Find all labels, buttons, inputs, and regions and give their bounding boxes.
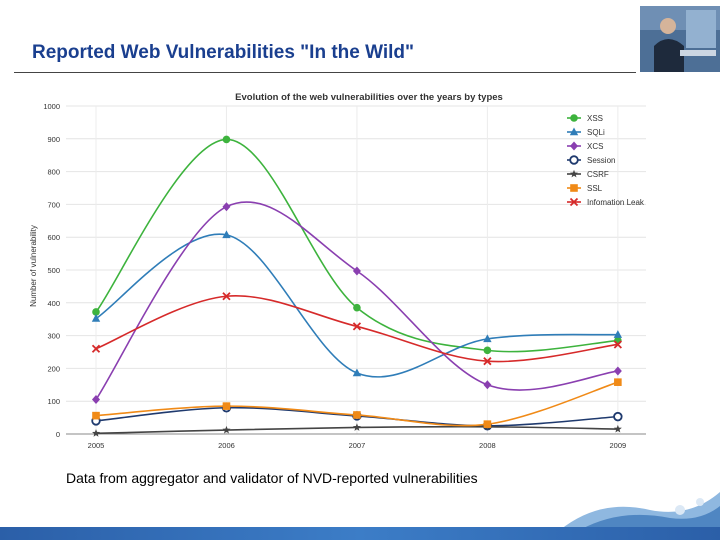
y-tick-label: 700 (47, 200, 60, 209)
legend-item: SQLi (567, 127, 605, 137)
data-point (570, 184, 578, 192)
legend-item: SSL (567, 184, 603, 193)
legend-label: SQLi (587, 128, 605, 137)
chart-title: Evolution of the web vulnerabilities ove… (235, 92, 503, 103)
data-point (614, 378, 622, 386)
data-point (483, 334, 492, 343)
data-point (222, 402, 231, 410)
data-point (613, 366, 622, 376)
legend-label: XSS (587, 114, 603, 123)
legend-label: SSL (587, 184, 603, 193)
data-point (91, 314, 101, 322)
series-ssl (92, 378, 622, 428)
series-group (91, 135, 623, 437)
data-point (222, 292, 231, 301)
y-tick-label: 1000 (43, 102, 60, 111)
data-point (92, 429, 100, 437)
data-point (570, 141, 578, 151)
data-point (222, 202, 231, 212)
data-point (569, 155, 579, 165)
data-point (570, 169, 578, 178)
data-point (352, 423, 361, 431)
data-point (352, 368, 362, 377)
y-tick-label: 900 (47, 135, 60, 144)
data-point (570, 114, 578, 122)
legend-label: XCS (587, 142, 603, 151)
y-axis-label: Number of vulnerability (29, 225, 38, 307)
data-point (613, 340, 622, 349)
y-tick-label: 500 (47, 266, 60, 275)
data-point (222, 425, 231, 434)
line-chart: Evolution of the web vulnerabilities ove… (29, 92, 646, 450)
data-point (92, 308, 100, 316)
source-caption: Data from aggregator and validator of NV… (66, 470, 478, 486)
data-point (353, 411, 361, 419)
series-line (95, 138, 618, 353)
chart-legend: XSS SQLi XCS Session CSRF SSL Infomation Leak (567, 114, 645, 207)
y-tick-label: 800 (47, 168, 60, 177)
data-point (222, 135, 231, 144)
data-point (222, 230, 231, 239)
y-tick-label: 400 (47, 299, 60, 308)
x-tick-label: 2009 (610, 441, 627, 450)
x-tick-label: 2008 (479, 441, 496, 450)
data-point (91, 344, 101, 353)
data-point (613, 424, 622, 433)
business-photo-image (640, 6, 720, 72)
series-line (95, 201, 618, 401)
legend-label: Session (587, 156, 615, 165)
data-point (483, 346, 492, 355)
legend-item: Session (567, 155, 615, 165)
data-point (353, 303, 361, 312)
legend-item: XSS (567, 114, 603, 123)
y-tick-label: 100 (47, 397, 60, 406)
series-infomation-leak (91, 292, 622, 366)
series-xss (92, 135, 622, 355)
title-divider (14, 72, 636, 73)
data-point (614, 336, 622, 345)
legend-item: XCS (567, 141, 603, 151)
y-axis-ticks: 0 100 200 300 400 500 600 700 800 900 1000 (43, 102, 60, 439)
chart-container: Evolution of the web vulnerabilities ove… (22, 88, 658, 460)
data-point (569, 127, 579, 136)
y-tick-label: 200 (47, 364, 60, 373)
data-point (352, 322, 362, 331)
slide-title: Reported Web Vulnerabilities "In the Wil… (32, 42, 415, 63)
y-tick-label: 600 (47, 233, 60, 242)
y-tick-label: 0 (56, 430, 60, 439)
legend-item: CSRF (567, 169, 609, 179)
data-point (483, 380, 492, 390)
data-point (613, 330, 623, 338)
data-point (613, 411, 623, 422)
x-tick-label: 2007 (349, 441, 366, 450)
x-tick-label: 2005 (88, 441, 105, 450)
data-point (92, 411, 100, 420)
x-axis-ticks: 2005 2006 2007 2008 2009 (88, 441, 627, 450)
data-point (483, 357, 492, 366)
data-point (352, 266, 361, 276)
data-point (569, 197, 579, 207)
data-point (92, 395, 100, 405)
series-sqli (91, 230, 623, 378)
legend-item: Infomation Leak (567, 197, 645, 207)
legend-label: Infomation Leak (587, 198, 645, 207)
y-tick-label: 300 (47, 332, 60, 341)
footer-band (0, 527, 720, 540)
series-line (95, 233, 618, 378)
x-tick-label: 2006 (218, 441, 235, 450)
data-point (483, 420, 492, 428)
legend-label: CSRF (587, 170, 609, 179)
series-xcs (92, 201, 622, 405)
decorative-footer-art (560, 492, 720, 530)
